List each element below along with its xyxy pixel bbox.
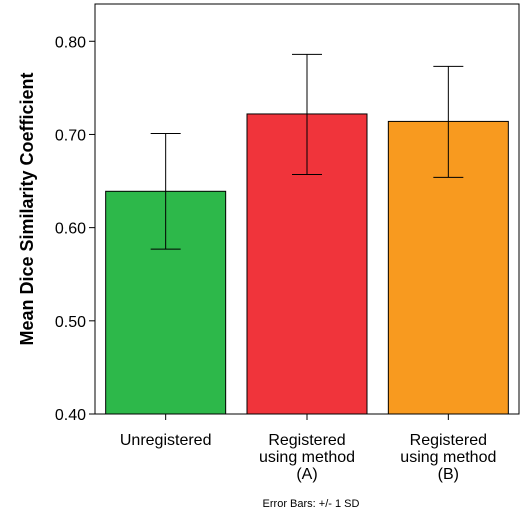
bar (105, 190, 227, 415)
y-tick-label: 0.40 (55, 407, 86, 424)
y-tick-label: 0.70 (55, 127, 86, 144)
error-bar (433, 65, 464, 178)
error-bar (292, 53, 322, 176)
y-axis-title: Mean Dice Similarity Coefficient (17, 72, 37, 345)
y-tick-label: 0.60 (55, 221, 86, 238)
x-tick-label: Unregistered (120, 432, 212, 449)
y-tick-label: 0.50 (55, 314, 86, 331)
y-axis: 0.40 0.50 0.60 0.70 0.80 (55, 34, 95, 424)
error-bars (150, 53, 464, 250)
x-tick-label: Registered using method (A) (259, 432, 355, 483)
x-tick-label: Registered using method (B) (400, 432, 496, 483)
y-tick-label: 0.80 (55, 34, 86, 51)
error-bar (150, 133, 181, 250)
error-bars-footnote: Error Bars: +/- 1 SD (263, 498, 360, 510)
x-axis: Unregistered Registered using method (A) Reg… (120, 414, 496, 483)
